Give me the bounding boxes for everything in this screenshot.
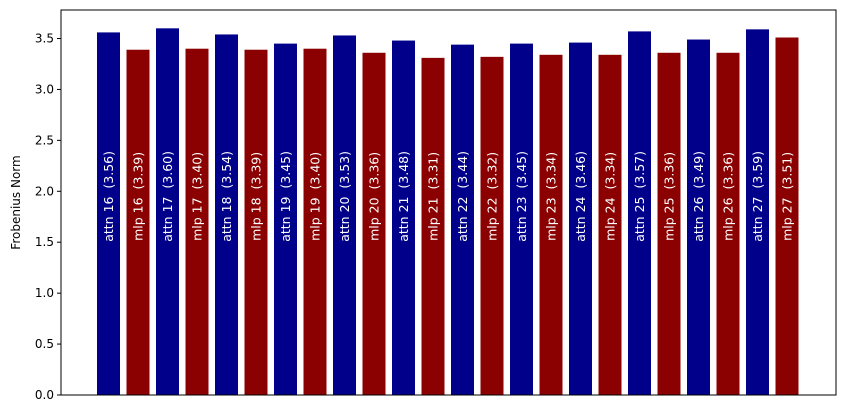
plot-frame bbox=[60, 9, 837, 396]
bar-label-mlp-17: mlp 17 (3.40) bbox=[190, 152, 205, 241]
bar-mlp-17 bbox=[185, 48, 209, 395]
bar-mlp-21 bbox=[421, 57, 445, 396]
bar-mlp-25 bbox=[657, 52, 681, 395]
bar-label-mlp-26: mlp 26 (3.36) bbox=[721, 152, 736, 241]
y-axis-label: Frobenius Norm bbox=[9, 155, 23, 249]
bar-label-attn-26: attn 26 (3.49) bbox=[691, 151, 706, 242]
bar-label-attn-24: attn 24 (3.46) bbox=[573, 151, 588, 242]
y-tick-label: 1.0 bbox=[35, 286, 54, 300]
bar-attn-27 bbox=[746, 29, 769, 395]
bar-label-mlp-21: mlp 21 (3.31) bbox=[426, 152, 441, 241]
bar-label-mlp-23: mlp 23 (3.34) bbox=[544, 152, 559, 241]
bar-label-attn-18: attn 18 (3.54) bbox=[219, 151, 234, 242]
y-tick-label: 2.5 bbox=[35, 133, 54, 147]
bar-mlp-23 bbox=[539, 54, 563, 396]
bar-attn-25 bbox=[628, 31, 651, 395]
bar-attn-20 bbox=[333, 35, 356, 396]
bar-label-attn-17: attn 17 (3.60) bbox=[160, 151, 175, 242]
bar-label-attn-16: attn 16 (3.56) bbox=[101, 151, 116, 242]
bar-label-attn-27: attn 27 (3.59) bbox=[750, 151, 765, 242]
bar-attn-22 bbox=[451, 44, 474, 395]
bar-mlp-18 bbox=[244, 49, 268, 395]
bar-attn-16 bbox=[97, 32, 120, 395]
bar-label-attn-20: attn 20 (3.53) bbox=[337, 151, 352, 242]
bar-label-mlp-22: mlp 22 (3.32) bbox=[485, 152, 500, 241]
bar-mlp-22 bbox=[480, 56, 504, 395]
bar-label-mlp-16: mlp 16 (3.39) bbox=[131, 152, 146, 241]
y-axis: 0.0 0.5 1.0 1.5 2.0 2.5 3.0 3.5 bbox=[35, 32, 61, 402]
y-tick-label: 2.0 bbox=[35, 184, 54, 198]
bars-group bbox=[97, 28, 799, 396]
y-tick-label: 1.5 bbox=[35, 235, 54, 249]
bar-attn-24 bbox=[569, 42, 592, 396]
y-tick-label: 3.0 bbox=[35, 82, 54, 96]
bar-label-attn-23: attn 23 (3.45) bbox=[514, 151, 529, 242]
bar-attn-19 bbox=[274, 43, 297, 396]
bar-mlp-26 bbox=[716, 52, 740, 395]
y-tick-label: 3.5 bbox=[35, 32, 54, 46]
bar-label-mlp-24: mlp 24 (3.34) bbox=[603, 152, 618, 241]
bar-attn-26 bbox=[687, 39, 710, 395]
bar-attn-21 bbox=[392, 40, 415, 396]
y-tick-label: 0.5 bbox=[35, 337, 54, 351]
bar-mlp-27 bbox=[775, 37, 799, 395]
bar-mlp-24 bbox=[598, 54, 622, 396]
bar-label-attn-21: attn 21 (3.48) bbox=[396, 151, 411, 242]
bar-mlp-16 bbox=[126, 49, 150, 395]
bar-label-attn-19: attn 19 (3.45) bbox=[278, 151, 293, 242]
bar-label-mlp-20: mlp 20 (3.36) bbox=[367, 152, 382, 241]
bar-label-mlp-18: mlp 18 (3.39) bbox=[249, 152, 264, 241]
bar-attn-18 bbox=[215, 34, 238, 395]
bar-label-attn-22: attn 22 (3.44) bbox=[455, 151, 470, 242]
bar-label-mlp-25: mlp 25 (3.36) bbox=[662, 152, 677, 241]
bar-attn-23 bbox=[510, 43, 533, 396]
bar-label-mlp-27: mlp 27 (3.51) bbox=[780, 152, 795, 241]
bar-mlp-19 bbox=[303, 48, 327, 395]
bar-labels-group: attn 16 (3.56) mlp 16 (3.39) attn 17 (3.60… bbox=[101, 151, 795, 242]
y-tick-label: 0.0 bbox=[35, 388, 54, 402]
bar-label-mlp-19: mlp 19 (3.40) bbox=[308, 152, 323, 241]
bar-attn-17 bbox=[156, 28, 179, 396]
bar-label-attn-25: attn 25 (3.57) bbox=[632, 151, 647, 242]
bar-mlp-20 bbox=[362, 52, 386, 395]
